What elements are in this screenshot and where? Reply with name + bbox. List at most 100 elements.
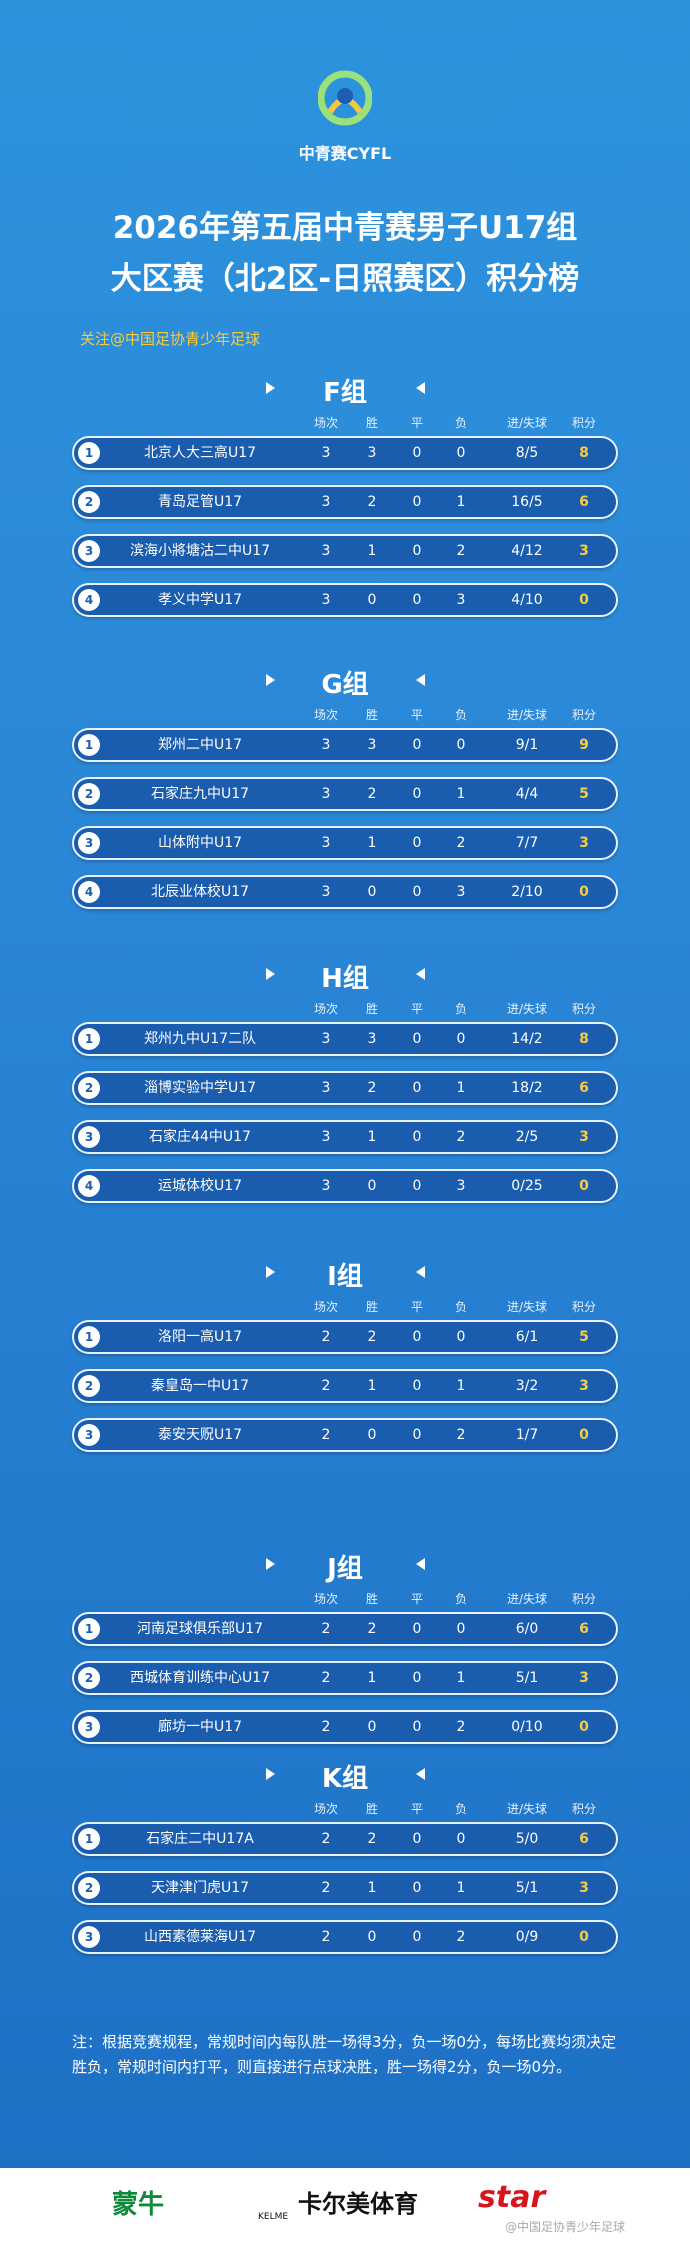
points: 0 bbox=[579, 1178, 589, 1194]
rank-badge: 2 bbox=[78, 1375, 100, 1397]
points: 6 bbox=[579, 494, 589, 510]
stat: 2 bbox=[321, 1719, 331, 1735]
stat: 0 bbox=[456, 737, 466, 753]
column-header: 积分 bbox=[571, 1802, 596, 1816]
column-header: 胜 bbox=[365, 1300, 378, 1314]
stat: 3 bbox=[456, 884, 466, 900]
stat: 3 bbox=[321, 1129, 331, 1145]
column-header: 场次 bbox=[313, 1592, 338, 1606]
rank-badge: 4 bbox=[78, 1175, 100, 1197]
arrow bbox=[416, 674, 425, 686]
rank-badge: 1 bbox=[78, 1828, 100, 1850]
watermark: @中国足协青少年足球 bbox=[505, 2220, 626, 2234]
stat: 5/0 bbox=[515, 1831, 539, 1847]
points: 6 bbox=[579, 1080, 589, 1096]
stat: 2 bbox=[321, 1621, 331, 1637]
rank-badge: 3 bbox=[78, 832, 100, 854]
points: 3 bbox=[579, 835, 589, 851]
points: 0 bbox=[579, 1719, 589, 1735]
stat: 1 bbox=[367, 1670, 377, 1686]
stat: 2 bbox=[367, 1080, 377, 1096]
column-header: 进/失球 bbox=[506, 1592, 548, 1606]
team-name: 山体附中U17 bbox=[157, 835, 243, 851]
stat: 0/9 bbox=[515, 1929, 539, 1945]
stat: 2 bbox=[367, 1831, 377, 1847]
stat: 0 bbox=[367, 1178, 377, 1194]
stat: 0 bbox=[412, 737, 422, 753]
stat: 0 bbox=[456, 1329, 466, 1345]
stat: 0 bbox=[412, 1929, 422, 1945]
stat: 3 bbox=[367, 1031, 377, 1047]
stat: 0 bbox=[412, 1719, 422, 1735]
stat: 0 bbox=[412, 1880, 422, 1896]
group-title: K组 bbox=[321, 1764, 369, 1794]
points: 3 bbox=[579, 1880, 589, 1896]
row-pill bbox=[72, 1871, 618, 1905]
points: 3 bbox=[579, 543, 589, 559]
column-header: 进/失球 bbox=[506, 1802, 548, 1816]
stat: 2 bbox=[456, 1427, 466, 1443]
row-pill bbox=[72, 583, 618, 617]
stat: 1 bbox=[367, 543, 377, 559]
stat: 2/5 bbox=[515, 1129, 539, 1145]
stat: 2 bbox=[456, 543, 466, 559]
row-pill bbox=[72, 826, 618, 860]
team-name: 石家庄44中U17 bbox=[149, 1129, 251, 1145]
points: 3 bbox=[579, 1670, 589, 1686]
arrow bbox=[266, 674, 275, 686]
rank-badge: 1 bbox=[78, 1326, 100, 1348]
arrow bbox=[416, 1266, 425, 1278]
column-header: 积分 bbox=[571, 1300, 596, 1314]
column-header: 积分 bbox=[571, 708, 596, 722]
stat: 3 bbox=[367, 445, 377, 461]
rank-badge: 1 bbox=[78, 734, 100, 756]
stat: 0 bbox=[412, 1831, 422, 1847]
stat: 16/5 bbox=[511, 494, 543, 510]
stat: 1 bbox=[367, 835, 377, 851]
stat: 3 bbox=[321, 1178, 331, 1194]
column-header: 进/失球 bbox=[506, 416, 548, 430]
title-line: 大区赛（北2区-日照赛区）积分榜 bbox=[110, 261, 580, 297]
stat: 3 bbox=[456, 592, 466, 608]
sponsor-kelme: 卡尔美体育 bbox=[298, 2190, 418, 2218]
stat: 3/2 bbox=[515, 1378, 539, 1394]
stat: 2 bbox=[321, 1670, 331, 1686]
points: 8 bbox=[579, 445, 589, 461]
team-name: 郑州二中U17 bbox=[157, 737, 243, 753]
column-header: 负 bbox=[454, 1592, 467, 1606]
stat: 4/12 bbox=[511, 543, 543, 559]
team-name: 淄博实验中学U17 bbox=[143, 1080, 257, 1096]
stat: 3 bbox=[321, 884, 331, 900]
stat: 0 bbox=[412, 1378, 422, 1394]
row-pill bbox=[72, 436, 618, 470]
points: 0 bbox=[579, 592, 589, 608]
team-name: 廊坊一中U17 bbox=[157, 1719, 243, 1735]
points: 0 bbox=[579, 1929, 589, 1945]
column-header: 负 bbox=[454, 708, 467, 722]
stat: 0/10 bbox=[511, 1719, 543, 1735]
rank-badge: 3 bbox=[78, 1126, 100, 1148]
rank-badge: 3 bbox=[78, 1424, 100, 1446]
group-title: F组 bbox=[323, 378, 367, 408]
team-name: 滨海小將塘沽二中U17 bbox=[129, 543, 271, 559]
stat: 2 bbox=[321, 1831, 331, 1847]
team-name: 泰安天贶U17 bbox=[157, 1427, 243, 1443]
stat: 2 bbox=[367, 494, 377, 510]
arrow bbox=[266, 968, 275, 980]
column-header: 积分 bbox=[571, 1002, 596, 1016]
column-header: 场次 bbox=[313, 1002, 338, 1016]
stat: 1 bbox=[367, 1378, 377, 1394]
stat: 2 bbox=[456, 1929, 466, 1945]
stat: 0 bbox=[456, 1031, 466, 1047]
team-name: 秦皇岛一中U17 bbox=[150, 1378, 250, 1394]
team-name: 石家庄九中U17 bbox=[150, 786, 250, 802]
arrow bbox=[266, 1768, 275, 1780]
column-header: 平 bbox=[410, 1592, 423, 1606]
stat: 8/5 bbox=[515, 445, 539, 461]
arrow bbox=[266, 382, 275, 394]
stat: 0 bbox=[456, 445, 466, 461]
stat: 0 bbox=[367, 592, 377, 608]
row-pill bbox=[72, 1369, 618, 1403]
column-header: 积分 bbox=[571, 416, 596, 430]
